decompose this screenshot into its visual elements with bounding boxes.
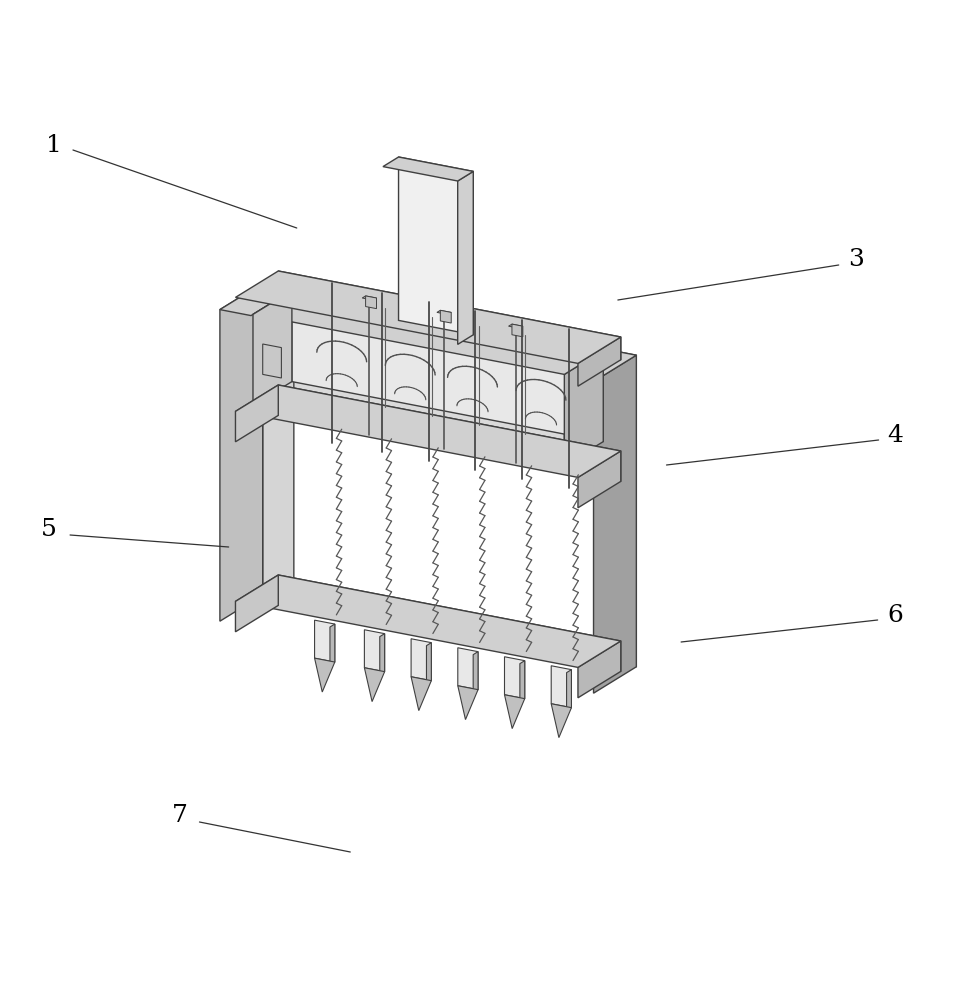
Polygon shape bbox=[509, 324, 523, 328]
Polygon shape bbox=[235, 385, 278, 442]
Polygon shape bbox=[562, 349, 636, 382]
Polygon shape bbox=[235, 575, 621, 667]
Polygon shape bbox=[578, 641, 621, 698]
Polygon shape bbox=[220, 283, 294, 316]
Polygon shape bbox=[411, 677, 431, 711]
Polygon shape bbox=[512, 324, 523, 337]
Polygon shape bbox=[253, 290, 292, 406]
Polygon shape bbox=[564, 350, 603, 466]
Polygon shape bbox=[366, 296, 377, 309]
Polygon shape bbox=[605, 349, 636, 667]
Polygon shape bbox=[457, 648, 478, 690]
Polygon shape bbox=[235, 271, 621, 363]
Text: 3: 3 bbox=[848, 248, 864, 271]
Polygon shape bbox=[551, 704, 571, 738]
Polygon shape bbox=[457, 686, 478, 720]
Polygon shape bbox=[314, 620, 335, 662]
Polygon shape bbox=[441, 310, 451, 323]
Polygon shape bbox=[504, 695, 524, 729]
Text: 6: 6 bbox=[887, 603, 903, 626]
Polygon shape bbox=[365, 630, 384, 672]
Polygon shape bbox=[314, 658, 335, 692]
Text: 4: 4 bbox=[887, 424, 903, 446]
Polygon shape bbox=[564, 350, 603, 473]
Polygon shape bbox=[551, 666, 571, 708]
Text: 7: 7 bbox=[172, 804, 188, 826]
Polygon shape bbox=[253, 290, 292, 413]
Polygon shape bbox=[365, 668, 384, 702]
Polygon shape bbox=[330, 624, 335, 665]
Text: 1: 1 bbox=[46, 133, 61, 156]
Polygon shape bbox=[578, 451, 621, 508]
Polygon shape bbox=[594, 355, 636, 693]
Polygon shape bbox=[263, 344, 281, 378]
Polygon shape bbox=[253, 290, 603, 374]
Polygon shape bbox=[362, 296, 377, 300]
Polygon shape bbox=[292, 290, 603, 449]
Polygon shape bbox=[220, 283, 263, 621]
Polygon shape bbox=[411, 639, 431, 681]
Polygon shape bbox=[235, 575, 278, 632]
Polygon shape bbox=[278, 271, 621, 360]
Polygon shape bbox=[292, 290, 603, 442]
Polygon shape bbox=[578, 337, 621, 386]
Polygon shape bbox=[473, 652, 478, 693]
Polygon shape bbox=[399, 157, 473, 335]
Polygon shape bbox=[235, 385, 621, 477]
Polygon shape bbox=[426, 643, 431, 684]
Polygon shape bbox=[383, 157, 473, 181]
Text: 5: 5 bbox=[41, 518, 56, 542]
Polygon shape bbox=[457, 171, 473, 344]
Polygon shape bbox=[278, 385, 621, 481]
Polygon shape bbox=[437, 310, 451, 314]
Polygon shape bbox=[566, 670, 571, 711]
Polygon shape bbox=[504, 657, 524, 699]
Polygon shape bbox=[263, 283, 294, 601]
Polygon shape bbox=[278, 575, 621, 671]
Polygon shape bbox=[520, 661, 524, 702]
Polygon shape bbox=[379, 634, 384, 675]
